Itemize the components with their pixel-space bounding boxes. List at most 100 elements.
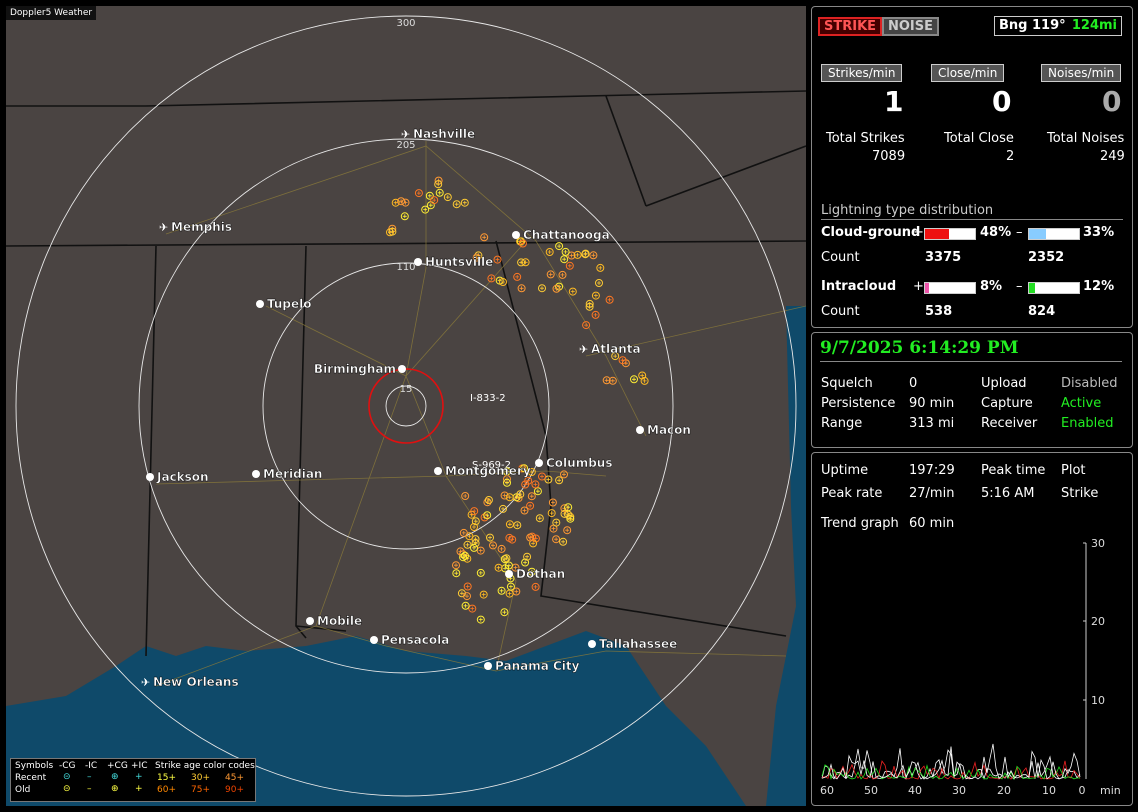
city-label: Tallahassee	[599, 637, 677, 651]
city-label: New Orleans	[153, 675, 239, 689]
strike-marker	[494, 563, 503, 572]
upload-label: Upload	[981, 376, 1027, 391]
strike-marker-cross	[569, 253, 574, 258]
city-marker	[146, 473, 154, 481]
city-label: Meridian	[263, 467, 322, 481]
watermark: Doppler5 Weather	[6, 6, 97, 20]
city-marker	[636, 426, 644, 434]
strike-marker-cross	[463, 494, 468, 498]
stats-panel: Uptime 197:29 Peak time Plot Peak rate 2…	[811, 452, 1133, 806]
peak-rate-label: Peak rate	[821, 486, 883, 501]
strike-marker-cross	[554, 537, 559, 542]
strike-marker	[489, 541, 497, 550]
strike-marker	[544, 475, 553, 484]
strike-marker-cross	[515, 274, 520, 279]
receiver-label: Receiver	[981, 416, 1038, 431]
noise-button[interactable]: NOISE	[882, 17, 940, 36]
trend-graph: 30 20 10 60 50 40 30 20 10 0 min	[820, 537, 1121, 797]
strike-marker	[425, 191, 434, 200]
strike-marker-cross	[458, 549, 463, 554]
strike-marker	[435, 188, 444, 197]
close-per-min-label: Close/min	[931, 64, 1005, 82]
ic-plus-bar-fill	[925, 283, 929, 293]
legend-codes: Strike age color codes	[155, 761, 255, 771]
strike-marker-cross	[502, 493, 507, 498]
range-ring-110	[262, 262, 550, 550]
strike-marker-cross	[459, 591, 464, 596]
strike-marker-cross	[445, 195, 450, 200]
total-close-value: 2	[1006, 149, 1015, 164]
legend-old: Old	[15, 785, 31, 795]
strike-marker	[527, 567, 536, 576]
strike-marker-cross	[563, 249, 568, 254]
strike-marker	[505, 493, 514, 502]
strike-marker	[400, 212, 409, 221]
strike-marker-cross	[593, 312, 598, 317]
strike-marker-cross	[513, 565, 518, 570]
strike-marker-cross	[432, 198, 437, 203]
uptime-label: Uptime	[821, 463, 869, 478]
divider	[821, 219, 1123, 220]
strike-marker	[545, 248, 554, 256]
strike-marker-cross	[507, 591, 512, 596]
strike-marker-cross	[540, 286, 544, 291]
strike-marker	[523, 552, 532, 561]
strike-marker	[484, 496, 493, 504]
strike-marker-cross	[423, 207, 428, 212]
strike-marker	[560, 470, 568, 479]
city-marker	[484, 662, 492, 670]
cg-plus-pct: 48%	[980, 225, 1012, 240]
strike-marker	[533, 487, 542, 496]
strike-marker-cross	[519, 286, 524, 291]
x-unit-label: min	[1100, 784, 1121, 797]
strike-marker-cross	[473, 519, 478, 524]
strike-marker	[582, 321, 591, 330]
strike-marker	[558, 270, 567, 279]
upload-value[interactable]: Disabled	[1061, 376, 1118, 391]
cg-plus-bar	[924, 228, 976, 240]
strike-marker-cross	[587, 304, 592, 309]
strike-marker-cross	[632, 377, 636, 382]
strike-marker	[508, 535, 517, 544]
strike-marker-cross	[463, 553, 467, 558]
receiver-value[interactable]: Enabled	[1061, 416, 1114, 431]
peak-time-value: 5:16 AM	[981, 486, 1035, 501]
legend-old-pcg-icon: ⊕	[111, 784, 119, 794]
strike-marker	[640, 376, 649, 385]
strike-marker	[538, 284, 546, 293]
x-tick-label-20: 20	[997, 784, 1011, 797]
roads	[155, 141, 806, 687]
strike-marker	[480, 513, 489, 522]
strike-marker-cross	[482, 235, 487, 240]
strike-marker	[463, 582, 472, 591]
close-per-min-value: 0	[992, 85, 1012, 118]
airport-icon: ✈	[579, 343, 588, 356]
strike-marker	[521, 558, 530, 567]
strike-button[interactable]: STRIKE	[818, 17, 883, 36]
range-value: 313 mi	[909, 416, 955, 431]
map-canvas[interactable]: 300 205 110 15 I-833-2 S-969-2 ✈ Nashvill…	[6, 6, 806, 806]
strike-marker	[476, 615, 485, 624]
strike-marker	[397, 197, 406, 206]
strike-marker	[581, 250, 590, 259]
strike-marker-cross	[533, 584, 538, 589]
cg-count-label: Count	[821, 250, 860, 265]
legend-age-45: 45+	[225, 773, 244, 783]
ring-label-15: 15	[400, 384, 413, 395]
trend-value: 60 min	[909, 516, 955, 531]
strike-marker-cross	[474, 255, 479, 260]
plot-value[interactable]: Strike	[1061, 486, 1099, 501]
lightning-map[interactable]: 300 205 110 15 I-833-2 S-969-2 ✈ Nashvill…	[6, 6, 806, 806]
strike-marker	[505, 520, 514, 529]
strike-marker-cross	[515, 523, 520, 528]
city-label: Atlanta	[591, 342, 641, 356]
strike-marker-cross	[454, 571, 459, 576]
strike-marker	[401, 198, 410, 207]
strike-markers	[386, 176, 649, 624]
strike-marker	[461, 551, 469, 560]
strike-marker	[564, 510, 573, 519]
strike-marker-cross	[472, 545, 476, 550]
strike-marker	[414, 189, 423, 198]
capture-value[interactable]: Active	[1061, 396, 1102, 411]
strike-marker-cross	[607, 297, 612, 302]
